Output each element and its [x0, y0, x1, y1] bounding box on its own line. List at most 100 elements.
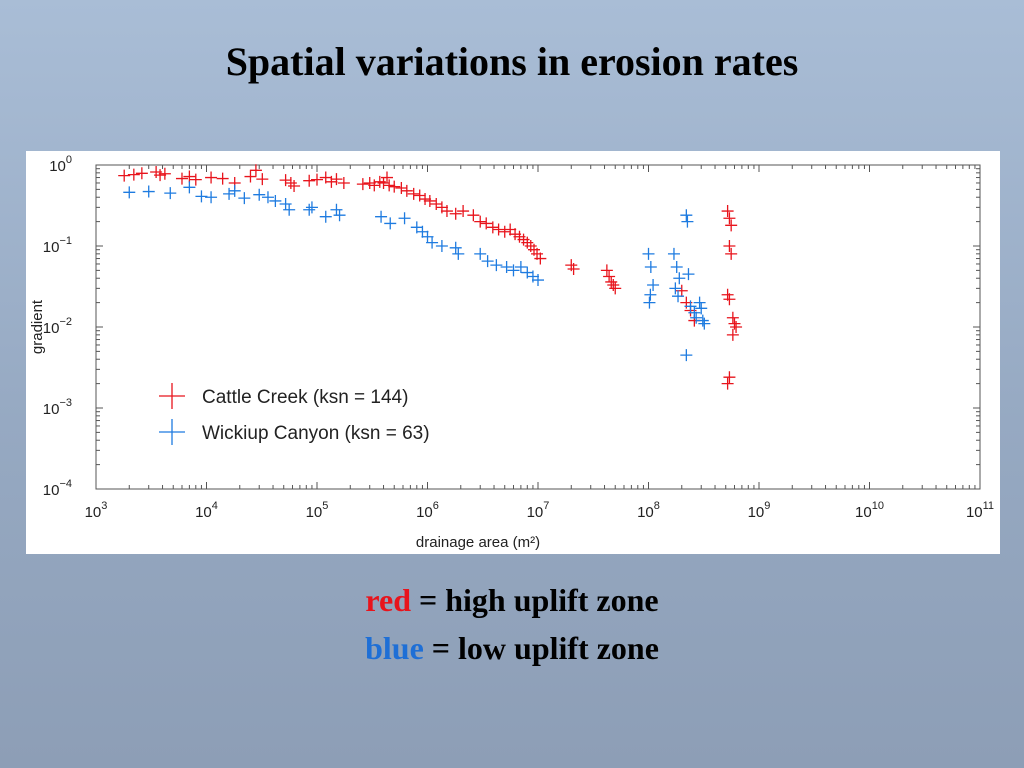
- data-point: [723, 212, 736, 225]
- data-point: [337, 176, 350, 189]
- data-point: [696, 314, 709, 327]
- data-point: [693, 296, 706, 309]
- data-point: [253, 188, 266, 201]
- data-point: [238, 192, 251, 205]
- data-point: [467, 209, 480, 222]
- data-point: [440, 205, 453, 218]
- data-point: [205, 191, 218, 204]
- data-point: [398, 212, 411, 225]
- data-point: [695, 302, 708, 315]
- data-point: [532, 274, 544, 287]
- y-tick-label: 10−2: [43, 316, 72, 337]
- y-axis-label: gradient: [29, 299, 46, 354]
- data-point: [407, 187, 420, 200]
- data-point: [688, 306, 701, 319]
- data-point: [642, 247, 655, 260]
- x-tick-label: 104: [195, 500, 218, 521]
- data-point: [183, 181, 196, 194]
- data-point: [605, 275, 618, 288]
- data-point: [283, 203, 296, 216]
- data-point: [457, 205, 470, 218]
- data-point: [311, 173, 323, 186]
- y-tick-label: 10−4: [43, 478, 72, 499]
- caption-text-red: = high uplift zone: [411, 582, 659, 618]
- scatter-chart: 103 104 105 106 107 108 109 1010 1011 100 10−1 10−2…: [29, 154, 994, 551]
- data-point: [303, 203, 316, 216]
- data-point: [333, 209, 346, 222]
- data-point: [175, 172, 188, 185]
- x-tick-label: 105: [306, 500, 329, 521]
- legend-marker: [159, 383, 185, 409]
- data-point: [127, 168, 140, 181]
- data-point: [430, 198, 443, 211]
- data-point: [504, 223, 517, 236]
- data-point: [728, 317, 741, 330]
- legend-label: Cattle Creek (ksn = 144): [202, 387, 408, 408]
- data-point: [228, 184, 241, 197]
- data-point: [330, 203, 343, 216]
- y-tick-label: 10−3: [43, 397, 72, 418]
- data-point: [164, 187, 177, 200]
- data-point: [667, 247, 680, 260]
- x-tick-label: 1011: [966, 500, 994, 521]
- data-point: [284, 176, 297, 189]
- data-point: [118, 169, 131, 182]
- data-point: [647, 279, 660, 291]
- data-point: [325, 175, 338, 188]
- data-point: [356, 178, 369, 191]
- data-point: [474, 247, 487, 260]
- data-point: [416, 225, 429, 238]
- x-tick-label: 106: [416, 500, 439, 521]
- data-point: [682, 268, 695, 281]
- data-point: [507, 264, 520, 277]
- x-tick-label: 107: [527, 500, 550, 521]
- data-point: [449, 207, 462, 220]
- y-tick-label: 10−1: [43, 235, 72, 256]
- series-wickiup-canyon: [123, 181, 711, 362]
- data-point: [205, 171, 218, 184]
- data-point: [500, 261, 513, 274]
- data-point: [183, 170, 196, 183]
- data-point: [644, 261, 657, 274]
- data-point: [223, 187, 236, 200]
- data-point: [673, 272, 686, 285]
- data-point: [256, 173, 269, 186]
- data-point: [195, 190, 208, 203]
- data-point: [725, 247, 738, 260]
- data-point: [380, 171, 393, 184]
- data-point: [261, 191, 274, 204]
- caption-key-blue: blue: [365, 630, 424, 666]
- data-point: [603, 270, 616, 283]
- x-tick-label: 1010: [855, 500, 884, 521]
- slide-title: Spatial variations in erosion rates: [225, 39, 799, 84]
- data-point: [419, 193, 432, 206]
- data-point: [330, 173, 343, 186]
- data-point: [600, 264, 613, 277]
- data-point: [400, 184, 413, 197]
- data-point: [216, 172, 229, 185]
- data-point: [490, 259, 503, 272]
- data-point: [486, 221, 499, 234]
- data-point: [698, 317, 711, 330]
- data-point: [721, 377, 734, 390]
- legend-marker: [159, 419, 185, 445]
- x-axis-label: drainage area (m²): [416, 534, 540, 551]
- chart-panel: 103 104 105 106 107 108 109 1010 1011 100 10−1 10−2…: [26, 151, 1000, 554]
- data-point: [723, 371, 736, 384]
- data-point: [142, 185, 155, 198]
- data-point: [375, 210, 388, 223]
- data-point: [269, 194, 282, 207]
- data-point: [154, 169, 167, 182]
- data-point: [388, 180, 401, 193]
- data-point: [395, 182, 408, 195]
- data-point: [319, 210, 332, 223]
- data-point: [721, 205, 734, 218]
- data-point: [244, 170, 257, 183]
- data-point: [644, 288, 657, 301]
- caption-text-blue: = low uplift zone: [423, 630, 659, 666]
- y-tick-label: 100: [49, 154, 72, 175]
- data-point: [135, 167, 148, 180]
- data-point: [384, 217, 397, 230]
- legend-label: Wickiup Canyon (ksn = 63): [202, 423, 430, 444]
- data-point: [690, 311, 703, 324]
